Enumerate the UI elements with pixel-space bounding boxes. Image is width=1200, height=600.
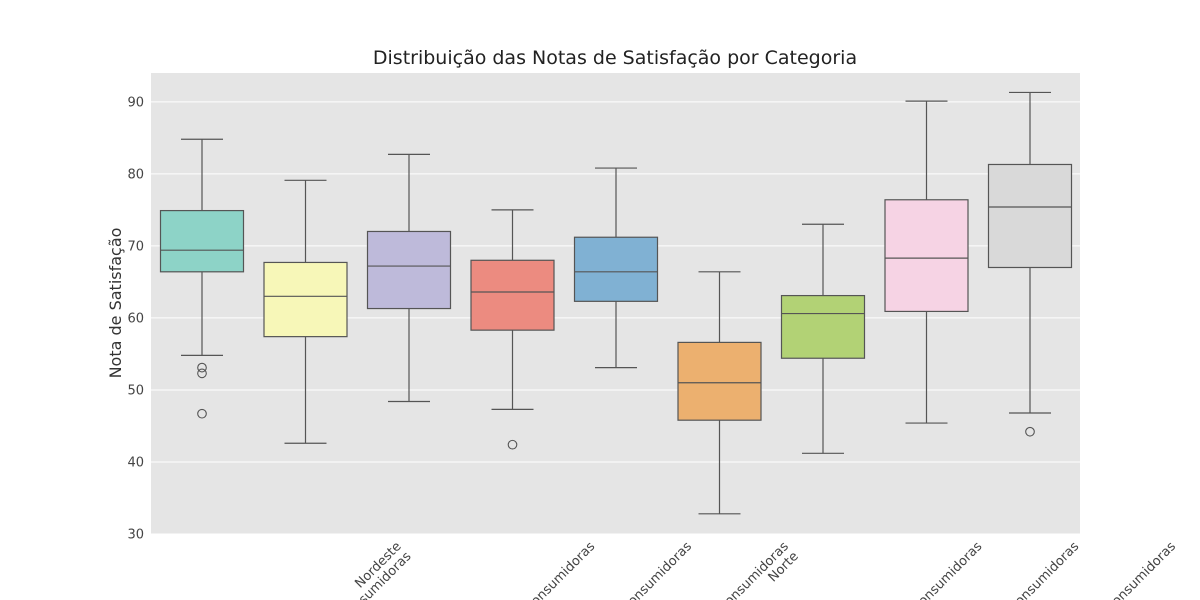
y-tick-label: 50 xyxy=(127,383,144,398)
box-body xyxy=(677,341,762,421)
box-body xyxy=(884,199,969,313)
x-tick-label: consumidoras xyxy=(911,539,986,600)
outlier-point xyxy=(1025,426,1035,437)
box-body xyxy=(470,259,555,331)
x-tick-label: consumidoras xyxy=(1007,539,1082,600)
x-tick-label: consumidorasNorte xyxy=(717,539,802,600)
outlier-point xyxy=(197,362,207,373)
outlier-point xyxy=(197,408,207,419)
chart-title: Distribuição das Notas de Satisfação por… xyxy=(373,47,857,69)
outlier-point xyxy=(507,439,518,450)
box-body xyxy=(366,230,452,310)
boxes xyxy=(159,91,1073,515)
box-9 xyxy=(987,91,1073,437)
x-tick-label: consumidoras xyxy=(523,539,598,600)
box-3 xyxy=(366,153,452,403)
x-tick-label: Nordesteconsumidoras xyxy=(330,539,415,600)
box-4 xyxy=(470,209,555,450)
box-1 xyxy=(159,138,245,419)
x-tick-label: consumidoras xyxy=(1104,539,1179,600)
outlier-point xyxy=(197,368,207,379)
y-tick-label: 70 xyxy=(127,239,144,254)
y-tick-label: 90 xyxy=(127,95,144,110)
x-tick-label: consumidoras xyxy=(620,539,695,600)
box-body xyxy=(987,163,1073,269)
x-axis-ticks: Nordesteconsumidoras consumidoras consumid… xyxy=(330,539,1180,600)
y-tick-label: 40 xyxy=(127,455,144,470)
y-axis-label: Nota de Satisfação xyxy=(106,228,125,379)
y-tick-label: 80 xyxy=(127,167,144,182)
box-body xyxy=(263,261,348,338)
box-7 xyxy=(780,223,866,454)
box-8 xyxy=(884,100,969,424)
y-axis-ticks: 30 40 50 60 70 80 90 xyxy=(127,95,144,542)
box-body xyxy=(780,294,866,359)
y-tick-label: 60 xyxy=(127,311,144,326)
y-tick-label: 30 xyxy=(127,528,144,543)
box-6 xyxy=(677,271,762,515)
box-body xyxy=(159,209,245,273)
box-2 xyxy=(263,179,348,444)
box-body xyxy=(573,236,659,302)
box-5 xyxy=(573,167,659,369)
